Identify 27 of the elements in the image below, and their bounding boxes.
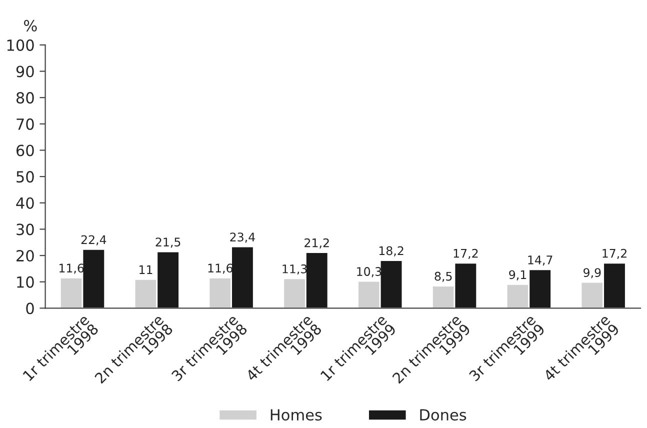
y-tick-label: 80 [16, 92, 34, 104]
data-label: 21,2 [304, 238, 329, 248]
data-label: 17,2 [454, 248, 478, 260]
data-label: 9,1 [509, 270, 526, 280]
y-tick-label: 0 [26, 302, 34, 314]
data-label: 22,4 [81, 235, 106, 246]
data-label: 14,7 [528, 256, 552, 266]
data-label: 21,5 [156, 238, 180, 248]
data-label: 8,5 [434, 272, 452, 282]
data-label: 18,2 [379, 246, 404, 256]
y-tick-label: 60 [16, 144, 34, 156]
y-tick-label: 30 [16, 224, 34, 236]
data-label: 11 [140, 265, 152, 274]
y-tick-label: 100 [7, 39, 34, 51]
y-tick-label: 70 [16, 118, 34, 130]
y-tick-label: 20 [16, 250, 34, 262]
y-tick-label: 50 [16, 171, 34, 183]
data-label: 17,2 [602, 248, 626, 260]
legend-label: Homes [270, 409, 322, 421]
data-label: 9,9 [584, 268, 601, 278]
y-axis-title: % [24, 20, 37, 32]
y-tick-label: 90 [16, 66, 34, 78]
y-tick-label: 40 [16, 197, 34, 209]
data-label: 10,3 [357, 267, 382, 278]
y-tick-label: 10 [17, 276, 34, 288]
legend-label: Dones [420, 409, 466, 421]
data-label: 23,4 [230, 232, 255, 243]
